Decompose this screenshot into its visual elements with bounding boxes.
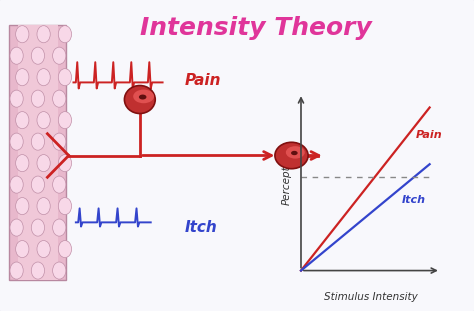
Text: Itch: Itch [185,220,218,234]
Ellipse shape [58,26,72,43]
Ellipse shape [37,26,50,43]
Ellipse shape [10,90,23,107]
Ellipse shape [53,262,66,279]
Ellipse shape [53,219,66,236]
Ellipse shape [16,69,29,86]
Ellipse shape [37,155,50,172]
Circle shape [291,151,298,155]
FancyBboxPatch shape [18,25,58,280]
Ellipse shape [37,240,50,258]
Text: Stimulus Intensity: Stimulus Intensity [324,292,418,302]
Ellipse shape [16,197,29,215]
Ellipse shape [16,26,29,43]
Ellipse shape [37,112,50,129]
Ellipse shape [53,47,66,64]
Text: Itch: Itch [401,195,426,205]
Ellipse shape [16,240,29,258]
Ellipse shape [58,197,72,215]
Ellipse shape [53,133,66,150]
Ellipse shape [31,47,45,64]
Ellipse shape [275,142,308,169]
Ellipse shape [58,69,72,86]
Ellipse shape [53,176,66,193]
Ellipse shape [58,112,72,129]
Text: Intensity Theory: Intensity Theory [140,16,372,39]
Ellipse shape [10,219,23,236]
Ellipse shape [10,262,23,279]
Text: Pain: Pain [185,73,221,88]
Ellipse shape [31,90,45,107]
Ellipse shape [58,240,72,258]
Ellipse shape [10,133,23,150]
Ellipse shape [124,86,155,114]
Ellipse shape [53,90,66,107]
FancyBboxPatch shape [9,25,66,280]
Ellipse shape [31,262,45,279]
Ellipse shape [16,155,29,172]
Ellipse shape [31,133,45,150]
Ellipse shape [37,197,50,215]
Ellipse shape [10,176,23,193]
Ellipse shape [31,219,45,236]
Ellipse shape [37,69,50,86]
Circle shape [286,146,305,159]
Text: Percept: Percept [282,165,292,205]
Ellipse shape [10,47,23,64]
Ellipse shape [16,112,29,129]
Circle shape [139,95,146,100]
Ellipse shape [31,176,45,193]
Text: Pain: Pain [416,130,442,140]
Ellipse shape [58,155,72,172]
Circle shape [133,90,154,103]
